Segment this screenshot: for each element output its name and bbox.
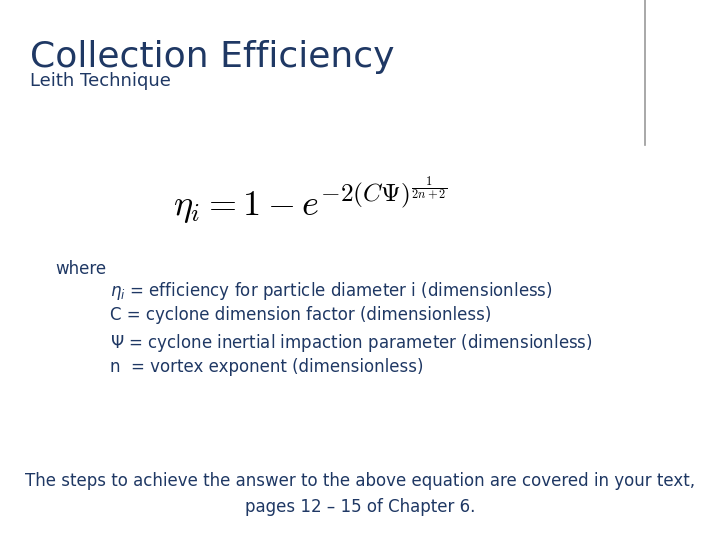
Text: C = cyclone dimension factor (dimensionless): C = cyclone dimension factor (dimensionl… — [110, 306, 491, 324]
Text: where: where — [55, 260, 106, 278]
Text: The steps to achieve the answer to the above equation are covered in your text,
: The steps to achieve the answer to the a… — [25, 472, 695, 516]
Text: Leith Technique: Leith Technique — [30, 72, 171, 90]
Text: $\eta_i = 1 - e^{-2(C\Psi)^{\frac{1}{2n+2}}}$: $\eta_i = 1 - e^{-2(C\Psi)^{\frac{1}{2n+… — [173, 174, 447, 226]
Text: $\eta_i$ = efficiency for particle diameter i (dimensionless): $\eta_i$ = efficiency for particle diame… — [110, 280, 553, 302]
Text: n  = vortex exponent (dimensionless): n = vortex exponent (dimensionless) — [110, 358, 423, 376]
Text: $\Psi$ = cyclone inertial impaction parameter (dimensionless): $\Psi$ = cyclone inertial impaction para… — [110, 332, 593, 354]
Text: Collection Efficiency: Collection Efficiency — [30, 40, 395, 74]
